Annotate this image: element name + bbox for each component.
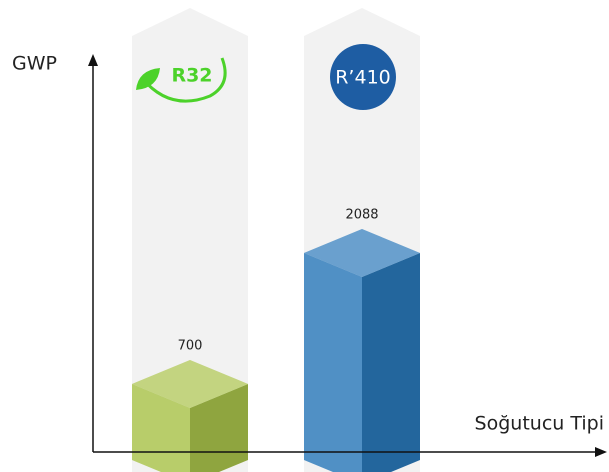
logo-circle <box>330 44 396 110</box>
x-axis-arrow <box>595 447 607 457</box>
pillar <box>132 8 248 472</box>
bar-top-face <box>132 359 248 408</box>
bar-right-face <box>190 383 248 472</box>
category-label: R32 <box>171 65 212 87</box>
bar-left-face <box>304 253 362 472</box>
category-label: R’410 <box>335 67 391 89</box>
bar-top-face <box>304 229 420 277</box>
logo-swoosh <box>140 57 227 103</box>
bar-top-shade <box>132 359 248 408</box>
bar-left-face <box>132 383 190 472</box>
value-label: 700 <box>178 338 203 353</box>
value-label: 2088 <box>345 208 378 223</box>
bars <box>132 229 420 472</box>
logo-leaf <box>136 68 160 90</box>
bar-right-face <box>362 253 420 472</box>
bar-left-shade <box>132 383 190 472</box>
bar-right-shade <box>362 253 420 472</box>
y-axis-label: GWP <box>12 53 57 75</box>
bar-top-shade <box>304 229 420 277</box>
bar-left-shade <box>304 253 362 472</box>
y-axis-arrow <box>88 54 98 66</box>
bar-right-shade <box>190 383 248 472</box>
x-axis-label: Soğutucu Tipi <box>475 413 604 435</box>
